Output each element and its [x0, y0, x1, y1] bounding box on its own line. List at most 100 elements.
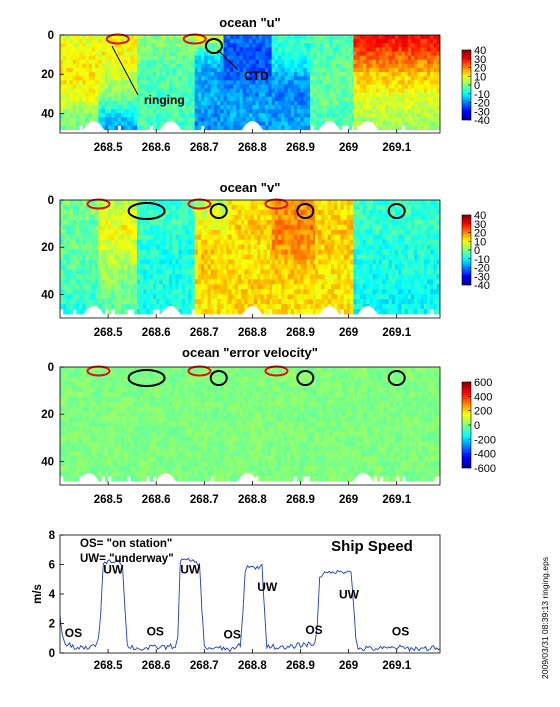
heatmap-cell — [382, 96, 386, 102]
heatmap-cell — [363, 55, 367, 61]
heatmap-cell — [130, 100, 134, 106]
heatmap-cell — [247, 274, 252, 280]
heatmap-cell — [120, 259, 125, 265]
heatmap-cell — [414, 43, 418, 48]
heatmap-cell — [172, 35, 176, 40]
heatmap-cell — [159, 205, 163, 211]
heatmap-cell — [234, 294, 239, 300]
heatmap-cell — [223, 43, 227, 48]
heatmap-cell — [95, 43, 99, 48]
heatmap-cell — [185, 59, 189, 65]
heatmap-segment — [314, 200, 354, 315]
heatmap-cell — [314, 274, 319, 280]
heatmap-cell — [244, 234, 248, 241]
heatmap-cell — [197, 244, 202, 250]
heatmap-cell — [76, 51, 80, 56]
heatmap-cell — [201, 105, 205, 110]
heatmap-cell — [108, 80, 112, 85]
heatmap-cell — [236, 55, 240, 61]
heatmap-cell — [228, 249, 232, 255]
heatmap-cell — [241, 249, 245, 255]
heatmap-cell — [108, 35, 112, 40]
heatmap-cell — [181, 284, 186, 290]
heatmap-cell — [430, 105, 434, 110]
heatmap-cell — [130, 125, 134, 131]
heatmap-cell — [143, 117, 147, 122]
heatmap-cell — [310, 117, 314, 122]
heatmap-cell — [363, 113, 367, 118]
heatmap-cell — [321, 294, 325, 300]
heatmap-cell — [297, 200, 301, 206]
heatmap-cell — [140, 239, 144, 245]
heatmap-cell — [303, 264, 308, 270]
heatmap-cell — [244, 274, 248, 280]
heatmap-cell — [63, 39, 67, 44]
heatmap-cell — [436, 39, 440, 44]
heatmap-cell — [423, 47, 428, 52]
heatmap-cell — [348, 100, 352, 106]
heatmap-cell — [351, 84, 354, 89]
heatmap-cell — [66, 67, 70, 73]
heatmap-cell — [153, 209, 157, 216]
heatmap-cell — [375, 117, 380, 122]
heatmap-cell — [85, 229, 90, 236]
heatmap-cell — [382, 84, 386, 89]
heatmap-cell — [140, 125, 144, 131]
heatmap-cell — [217, 59, 221, 65]
heatmap-cell — [92, 92, 96, 98]
heatmap-cell — [385, 125, 389, 131]
heatmap-cell — [411, 125, 415, 131]
heatmap-cell — [60, 47, 64, 52]
heatmap-cell — [303, 254, 308, 260]
heatmap-cell — [254, 254, 258, 260]
heatmap-cell — [407, 80, 412, 85]
heatmap-cell — [332, 84, 336, 89]
heatmap-cell — [281, 264, 285, 270]
heatmap-cell — [108, 51, 112, 56]
heatmap-cell — [290, 59, 295, 65]
heatmap-cell — [427, 47, 431, 52]
heatmap-cell — [66, 92, 70, 98]
heatmap-cell — [366, 67, 370, 73]
heatmap-cell — [294, 259, 298, 265]
heatmap-cell — [287, 55, 292, 61]
heatmap-cell — [342, 80, 346, 85]
heatmap-cell — [114, 244, 118, 250]
heatmap-cell — [260, 274, 264, 280]
heatmap-cell — [260, 264, 264, 270]
heatmap-cell — [197, 234, 202, 241]
heatmap-cell — [175, 117, 179, 122]
heatmap-cell — [207, 117, 211, 122]
heatmap-cell — [330, 209, 335, 216]
heatmap-cell — [245, 43, 250, 48]
heatmap-cell — [278, 264, 282, 270]
panel-u-title: ocean "u" — [219, 15, 280, 30]
heatmap-cell — [223, 92, 227, 98]
heatmap-cell — [162, 304, 167, 310]
heatmap-cell — [338, 121, 343, 126]
heatmap-cell — [85, 43, 90, 48]
heatmap-cell — [252, 96, 256, 102]
heatmap-cell — [159, 234, 163, 241]
heatmap-cell — [436, 51, 440, 56]
heatmap-cell — [324, 219, 328, 226]
heatmap-cell — [327, 205, 332, 211]
colorbar-tick-label: -10 — [474, 89, 490, 101]
heatmap-cell — [401, 72, 405, 77]
heatmap-cell — [117, 254, 122, 260]
heatmap-cell — [162, 200, 167, 206]
heatmap-cell — [104, 72, 109, 77]
heatmap-cell — [60, 289, 64, 295]
heatmap-cell — [137, 96, 141, 102]
heatmap-cell — [342, 105, 346, 110]
heatmap-cell — [104, 59, 109, 65]
heatmap-cell — [306, 234, 311, 241]
heatmap-cell — [165, 72, 170, 77]
heatmap-cell — [69, 113, 74, 118]
heatmap-cell — [149, 224, 154, 231]
heatmap-cell — [191, 113, 195, 118]
heatmap-cell — [244, 200, 248, 206]
heatmap-cell — [101, 279, 106, 285]
heatmap-cell — [162, 224, 167, 231]
heatmap-cell — [401, 35, 405, 40]
